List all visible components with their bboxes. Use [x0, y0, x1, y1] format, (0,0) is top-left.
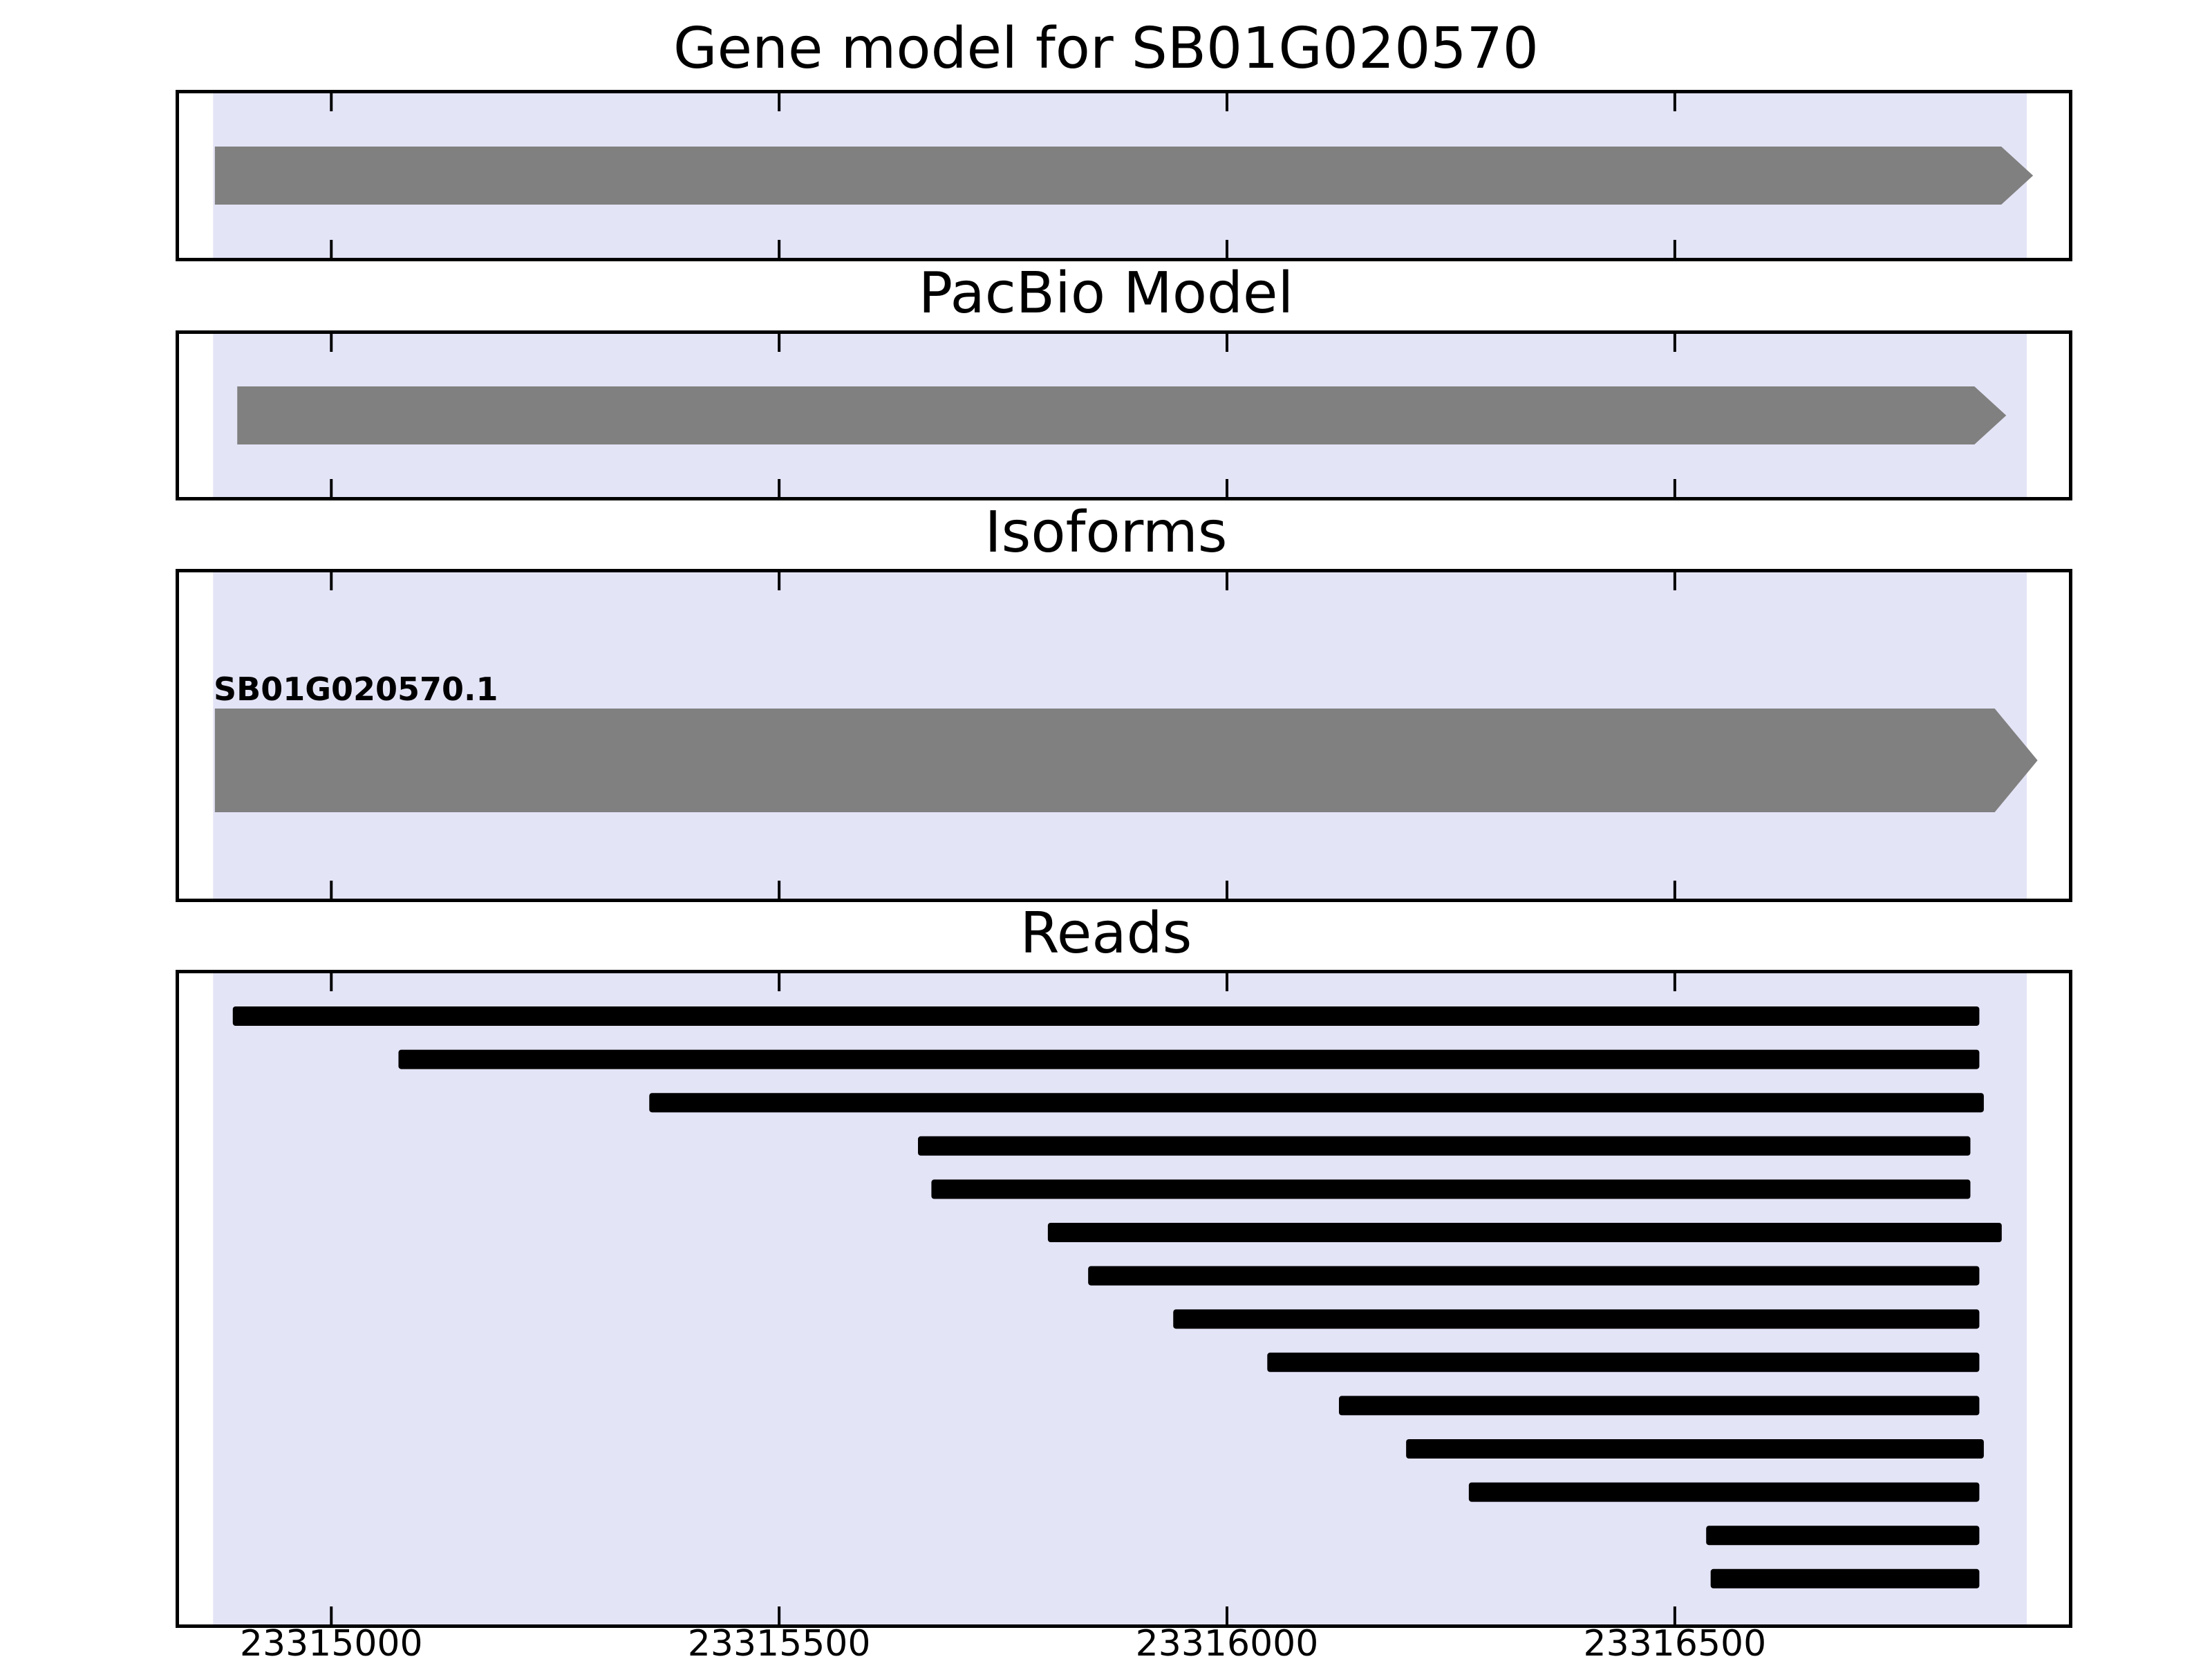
read-bar: [1406, 1439, 1984, 1459]
tick-mark-top: [778, 334, 781, 352]
tick-mark-top: [778, 973, 781, 991]
tick-mark-bottom: [1673, 1606, 1676, 1624]
highlight-region: [213, 973, 2027, 1624]
gene-arrow: [214, 709, 2038, 812]
panel-title-reads: Reads: [1020, 901, 1192, 966]
read-bar: [1088, 1266, 1980, 1286]
tick-mark-bottom: [1673, 240, 1676, 258]
panel-reads: [176, 970, 2072, 1628]
read-bar: [1710, 1568, 1980, 1588]
tick-mark-top: [1673, 334, 1676, 352]
tick-mark-bottom: [1226, 881, 1229, 899]
tick-mark-bottom: [1673, 881, 1676, 899]
panel-canvas-pacbio_model: [213, 334, 2027, 497]
tick-mark-top: [1226, 973, 1229, 991]
panel-pacbio-model: [176, 330, 2072, 500]
panel-canvas-isoforms: [213, 572, 2038, 899]
panel-canvas-reads: [213, 973, 2027, 1624]
read-bar: [232, 1006, 1980, 1026]
read-bar: [917, 1136, 1971, 1156]
x-tick-label: 23316000: [1135, 1623, 1319, 1659]
panel-isoforms: SB01G020570.1: [176, 569, 2072, 902]
tick-mark-top: [1226, 572, 1229, 590]
tick-mark-bottom: [1226, 1606, 1229, 1624]
tick-mark-top: [330, 973, 333, 991]
read-bar: [1173, 1309, 1980, 1329]
tick-mark-bottom: [330, 1606, 333, 1624]
tick-mark-bottom: [778, 1606, 781, 1624]
tick-mark-top: [778, 93, 781, 111]
tick-mark-top: [330, 572, 333, 590]
tick-mark-top: [1673, 973, 1676, 991]
tick-mark-bottom: [778, 479, 781, 497]
tick-mark-top: [778, 572, 781, 590]
read-bar: [1047, 1223, 2002, 1242]
tick-mark-top: [1226, 93, 1229, 111]
gene-arrow: [237, 386, 2007, 444]
panel-canvas-gene_model: [213, 93, 2034, 258]
tick-mark-bottom: [1226, 240, 1229, 258]
tick-mark-top: [1226, 334, 1229, 352]
tick-mark-bottom: [1673, 479, 1676, 497]
tick-mark-bottom: [330, 240, 333, 258]
gene-arrow: [214, 147, 2034, 205]
panel-title-gene-model: Gene model for SB01G020570: [673, 16, 1539, 82]
tick-mark-top: [1673, 93, 1676, 111]
read-bar: [1468, 1482, 1980, 1502]
tick-mark-top: [1673, 572, 1676, 590]
read-bar: [1267, 1352, 1980, 1372]
panel-title-pacbio-model: PacBio Model: [918, 261, 1294, 326]
tick-mark-bottom: [778, 240, 781, 258]
read-bar: [1706, 1526, 1980, 1546]
tick-mark-top: [330, 93, 333, 111]
panel-title-isoforms: Isoforms: [984, 500, 1228, 565]
tick-mark-bottom: [778, 881, 781, 899]
read-bar: [1338, 1396, 1980, 1416]
tick-mark-bottom: [330, 479, 333, 497]
read-bar: [398, 1049, 1980, 1069]
panel-gene-model: [176, 90, 2072, 261]
x-tick-label: 23316500: [1583, 1623, 1767, 1659]
x-tick-label: 23315000: [239, 1623, 423, 1659]
read-bar: [931, 1179, 1971, 1199]
tick-mark-bottom: [330, 881, 333, 899]
tick-mark-bottom: [1226, 479, 1229, 497]
read-bar: [649, 1093, 1984, 1113]
x-tick-label: 23315500: [687, 1623, 871, 1659]
tick-mark-top: [330, 334, 333, 352]
isoform-label: SB01G020570.1: [214, 671, 498, 708]
